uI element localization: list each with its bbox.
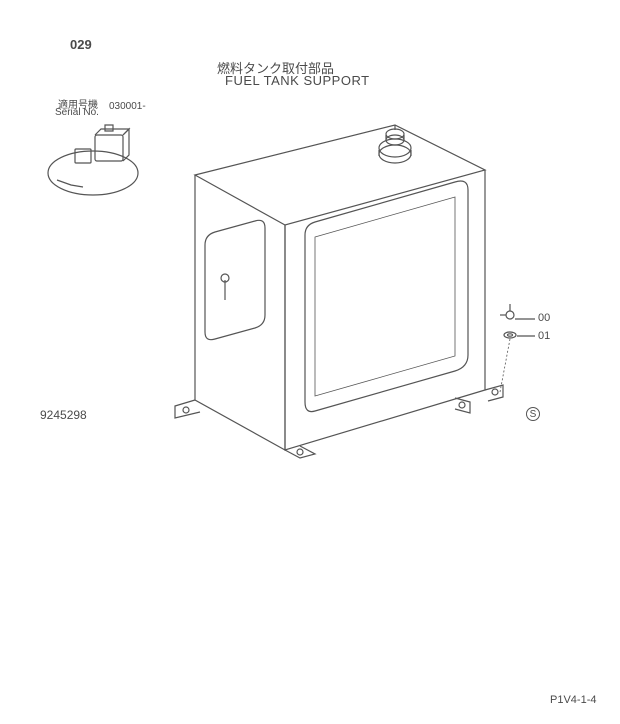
locator-figure-icon (48, 125, 138, 195)
technical-drawing (0, 0, 620, 724)
fuel-tank-icon (175, 125, 535, 458)
